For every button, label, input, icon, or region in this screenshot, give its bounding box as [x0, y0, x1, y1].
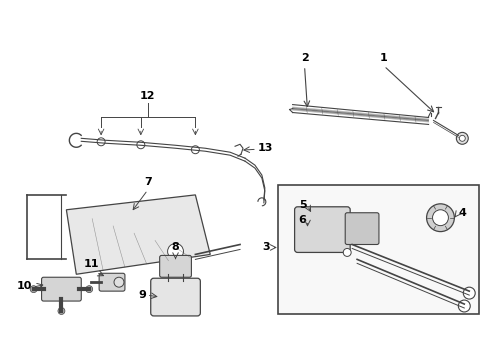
- Text: 5: 5: [298, 200, 306, 210]
- Text: 4: 4: [457, 208, 465, 218]
- Circle shape: [114, 277, 123, 287]
- FancyBboxPatch shape: [150, 278, 200, 316]
- Circle shape: [462, 287, 474, 299]
- Text: 2: 2: [300, 53, 308, 63]
- Circle shape: [85, 286, 93, 293]
- Polygon shape: [66, 195, 210, 274]
- Text: 12: 12: [140, 91, 155, 100]
- Bar: [277, 185, 478, 314]
- Circle shape: [191, 146, 199, 154]
- Text: 3: 3: [262, 243, 269, 252]
- Text: 1: 1: [379, 53, 387, 63]
- FancyBboxPatch shape: [99, 273, 124, 291]
- Circle shape: [137, 141, 144, 149]
- Text: 6: 6: [298, 215, 306, 225]
- Circle shape: [455, 132, 468, 144]
- Circle shape: [432, 210, 447, 226]
- Circle shape: [343, 248, 350, 256]
- Text: 9: 9: [138, 290, 145, 300]
- Circle shape: [458, 135, 464, 141]
- Circle shape: [30, 286, 37, 293]
- Circle shape: [97, 138, 105, 146]
- Circle shape: [167, 243, 183, 260]
- Text: 13: 13: [257, 143, 273, 153]
- Text: 10: 10: [16, 281, 32, 291]
- Text: 11: 11: [83, 259, 99, 269]
- Text: 7: 7: [143, 177, 151, 187]
- FancyBboxPatch shape: [160, 255, 191, 277]
- Circle shape: [426, 204, 453, 231]
- Circle shape: [58, 307, 65, 314]
- Circle shape: [457, 300, 469, 312]
- FancyBboxPatch shape: [345, 213, 378, 244]
- FancyBboxPatch shape: [294, 207, 349, 252]
- FancyBboxPatch shape: [41, 277, 81, 301]
- Text: 8: 8: [171, 242, 179, 252]
